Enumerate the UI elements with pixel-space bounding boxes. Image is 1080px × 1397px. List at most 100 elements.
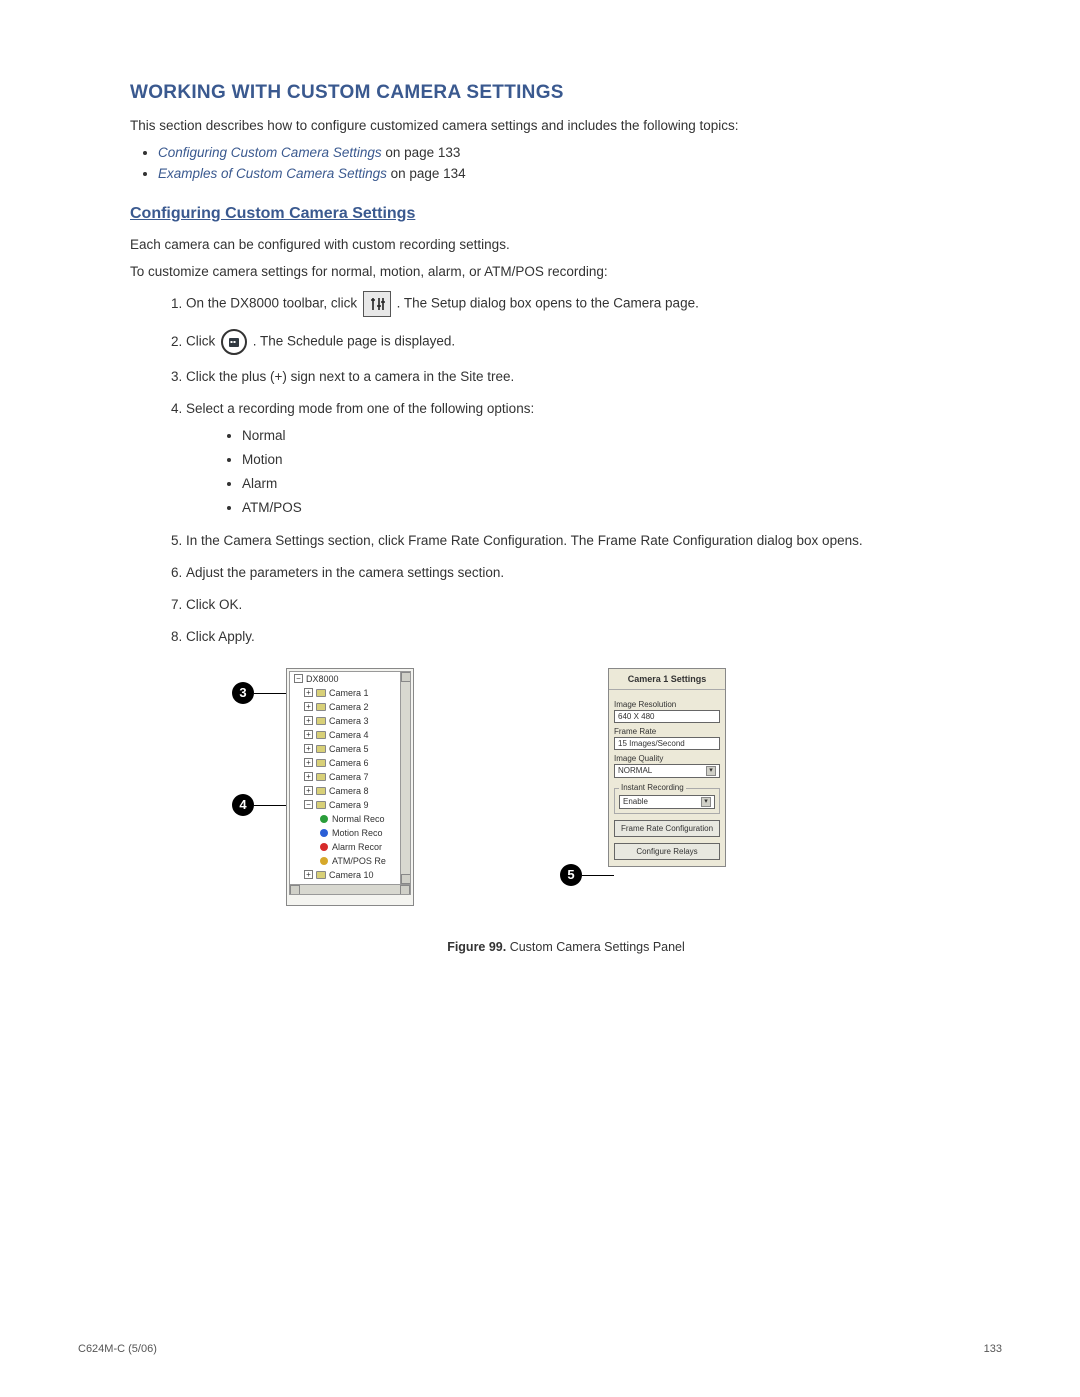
camera-icon <box>316 731 326 739</box>
figure-area: 3 4 5 −DX8000 +Camera 1 +Camera 2 +Camer… <box>130 668 1002 928</box>
toc-link[interactable]: Configuring Custom Camera Settings <box>158 145 382 160</box>
tree-camera[interactable]: + Camera 8 <box>290 784 410 798</box>
tree-label: ATM/POS Re <box>332 856 386 866</box>
callout-4: 4 <box>232 794 254 816</box>
tree-label: Camera 9 <box>329 800 369 810</box>
schedule-icon <box>221 329 247 355</box>
frame-rate-config-button[interactable]: Frame Rate Configuration <box>614 820 720 837</box>
field-value: 640 X 480 <box>618 712 654 721</box>
camera-settings-panel: Camera 1 Settings Image Resolution 640 X… <box>608 668 726 867</box>
callout-5: 5 <box>560 864 582 886</box>
tree-camera[interactable]: + Camera 7 <box>290 770 410 784</box>
figure-caption: Figure 99. Custom Camera Settings Panel <box>130 940 1002 954</box>
tree-camera[interactable]: +Camera 3 <box>290 714 410 728</box>
camera-icon <box>316 773 326 781</box>
toc-item: Configuring Custom Camera Settings on pa… <box>158 145 1002 160</box>
camera-icon <box>316 759 326 767</box>
frame-rate-field[interactable]: 15 Images/Second <box>614 737 720 750</box>
step-text: Click OK. <box>186 597 242 612</box>
tree-mode[interactable]: Motion Reco <box>290 826 410 840</box>
mode-option: Normal <box>242 426 1002 446</box>
step-text: In the Camera Settings section, click Fr… <box>186 533 863 548</box>
tree-camera[interactable]: + Camera 5 <box>290 742 410 756</box>
caption-text: Custom Camera Settings Panel <box>506 940 685 954</box>
paragraph: To customize camera settings for normal,… <box>130 264 1002 279</box>
image-resolution-field[interactable]: 640 X 480 <box>614 710 720 723</box>
chevron-down-icon[interactable]: ▾ <box>706 766 716 776</box>
tree-label: Camera 8 <box>329 786 369 796</box>
collapse-icon[interactable]: − <box>304 800 313 809</box>
toc-list: Configuring Custom Camera Settings on pa… <box>130 145 1002 181</box>
step-item: In the Camera Settings section, click Fr… <box>186 531 1002 551</box>
steps-list: On the DX8000 toolbar, click . The Setup… <box>130 291 1002 648</box>
scroll-left-icon[interactable] <box>290 885 300 895</box>
toc-suffix: on page 134 <box>387 166 466 181</box>
instant-recording-select[interactable]: Enable ▾ <box>619 795 715 809</box>
tree-mode[interactable]: Alarm Recor <box>290 840 410 854</box>
expand-icon[interactable]: + <box>304 758 313 767</box>
expand-icon[interactable]: + <box>304 702 313 711</box>
paragraph: Each camera can be configured with custo… <box>130 237 1002 252</box>
mode-option: ATM/POS <box>242 498 1002 518</box>
site-tree[interactable]: −DX8000 +Camera 1 +Camera 2 +Camera 3 +C… <box>289 671 411 895</box>
footer-page-number: 133 <box>984 1343 1002 1355</box>
tree-root[interactable]: −DX8000 <box>290 672 410 686</box>
scroll-up-icon[interactable] <box>401 672 411 682</box>
tree-camera[interactable]: +Camera 10 <box>290 868 410 882</box>
chevron-down-icon[interactable]: ▾ <box>701 797 711 807</box>
tree-camera[interactable]: +Camera 1 <box>290 686 410 700</box>
tree-label: Camera 7 <box>329 772 369 782</box>
expand-icon[interactable]: + <box>304 772 313 781</box>
field-value: 15 Images/Second <box>618 739 685 748</box>
step-item: Click . The Schedule page is displayed. <box>186 329 1002 355</box>
tree-camera[interactable]: +Camera 2 <box>290 700 410 714</box>
tree-mode[interactable]: ATM/POS Re <box>290 854 410 868</box>
camera-icon <box>316 871 326 879</box>
toc-link[interactable]: Examples of Custom Camera Settings <box>158 166 387 181</box>
expand-icon[interactable]: + <box>304 730 313 739</box>
step-item: Adjust the parameters in the camera sett… <box>186 563 1002 583</box>
site-tree-panel: −DX8000 +Camera 1 +Camera 2 +Camera 3 +C… <box>286 668 414 906</box>
tree-camera[interactable]: +Camera 6 <box>290 756 410 770</box>
field-value: NORMAL <box>618 766 652 775</box>
step-item: Select a recording mode from one of the … <box>186 399 1002 518</box>
configure-relays-button[interactable]: Configure Relays <box>614 843 720 860</box>
recording-mode-list: Normal Motion Alarm ATM/POS <box>186 426 1002 519</box>
step-text: Adjust the parameters in the camera sett… <box>186 565 504 580</box>
camera-icon <box>316 689 326 697</box>
step-item: Click the plus (+) sign next to a camera… <box>186 367 1002 387</box>
mode-option: Alarm <box>242 474 1002 494</box>
page-heading: WORKING WITH CUSTOM CAMERA SETTINGS <box>130 82 1002 104</box>
collapse-icon[interactable]: − <box>294 674 303 683</box>
tree-camera-expanded[interactable]: − Camera 9 <box>290 798 410 812</box>
mode-dot-icon <box>320 815 328 823</box>
step-text: Click Apply. <box>186 629 255 644</box>
intro-text: This section describes how to configure … <box>130 118 1002 133</box>
field-value: Enable <box>623 797 648 806</box>
tree-label: DX8000 <box>306 674 339 684</box>
step-text: Select a recording mode from one of the … <box>186 401 534 416</box>
image-quality-select[interactable]: NORMAL ▾ <box>614 764 720 778</box>
vertical-scrollbar[interactable] <box>400 672 410 884</box>
expand-icon[interactable]: + <box>304 870 313 879</box>
scroll-right-icon[interactable] <box>400 885 410 895</box>
expand-icon[interactable]: + <box>304 786 313 795</box>
image-quality-label: Image Quality <box>614 754 720 763</box>
camera-icon <box>316 703 326 711</box>
image-resolution-label: Image Resolution <box>614 700 720 709</box>
toc-item: Examples of Custom Camera Settings on pa… <box>158 166 1002 181</box>
expand-icon[interactable]: + <box>304 744 313 753</box>
step-text: . The Schedule page is displayed. <box>253 334 455 349</box>
step-item: On the DX8000 toolbar, click . The Setup… <box>186 291 1002 317</box>
group-label: Instant Recording <box>619 783 686 792</box>
scroll-down-icon[interactable] <box>401 874 411 884</box>
expand-icon[interactable]: + <box>304 716 313 725</box>
tree-label: Camera 5 <box>329 744 369 754</box>
footer-doc-id: C624M-C (5/06) <box>78 1343 157 1355</box>
horizontal-scrollbar[interactable] <box>290 884 410 894</box>
expand-icon[interactable]: + <box>304 688 313 697</box>
tree-camera[interactable]: +Camera 4 <box>290 728 410 742</box>
frame-rate-label: Frame Rate <box>614 727 720 736</box>
mode-option: Motion <box>242 450 1002 470</box>
tree-mode[interactable]: Normal Reco <box>290 812 410 826</box>
